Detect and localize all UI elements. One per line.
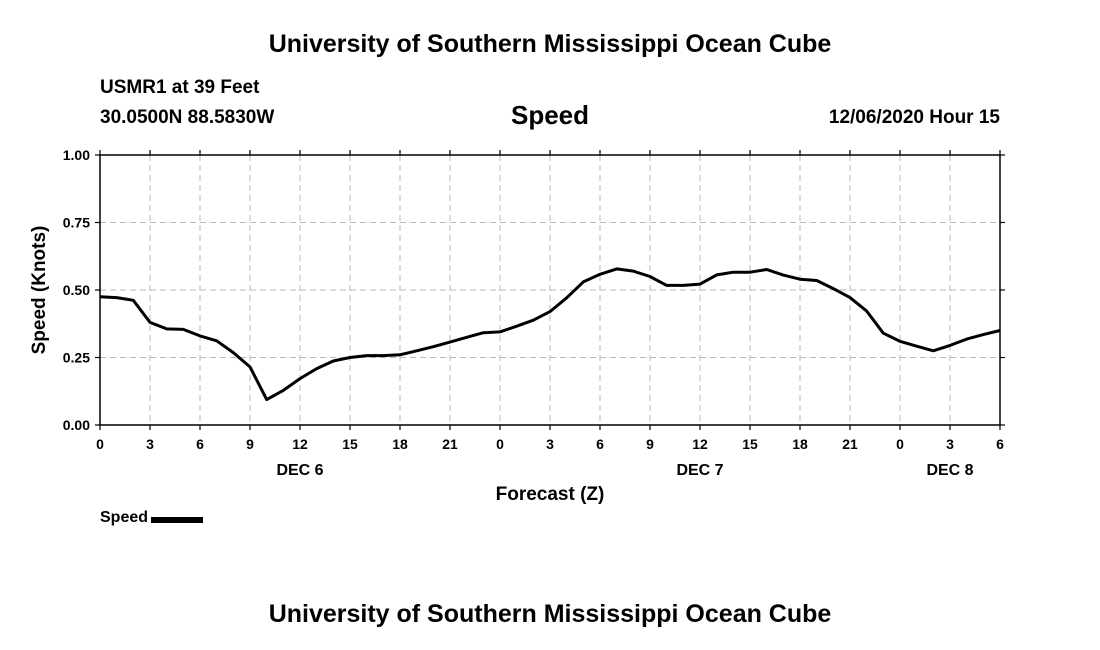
legend-label: Speed xyxy=(100,509,149,526)
y-tick-label: 1.00 xyxy=(63,147,90,163)
legend-swatch xyxy=(151,517,204,523)
x-tick-label: 6 xyxy=(196,436,204,452)
chart-grid xyxy=(100,155,1000,425)
x-tick-label: 0 xyxy=(896,436,904,452)
top-title: University of Southern Mississippi Ocean… xyxy=(268,30,832,58)
y-tick-label: 0.00 xyxy=(63,417,90,433)
bottom-title: University of Southern Mississippi Ocean… xyxy=(268,600,832,628)
x-tick-label: 12 xyxy=(292,436,308,452)
x-tick-label: 21 xyxy=(842,436,858,452)
x-axis-label: Forecast (Z) xyxy=(496,484,605,505)
run-time-label: 12/06/2020 Hour 15 xyxy=(828,107,1000,128)
axis-tick-labels: 0 3 6 9 12 15 18 21 0 3 6 9 12 15 18 21 0 3 6 0.00 0.25 0.50 0… xyxy=(63,147,1004,479)
day-label: DEC 8 xyxy=(926,462,973,479)
y-tick-label: 0.50 xyxy=(63,282,90,298)
x-tick-label: 6 xyxy=(596,436,604,452)
x-tick-label: 9 xyxy=(646,436,654,452)
x-tick-label: 3 xyxy=(546,436,554,452)
y-tick-label: 0.75 xyxy=(63,215,90,231)
axis-ticks xyxy=(95,150,1005,430)
x-tick-label: 15 xyxy=(342,436,358,452)
day-label: DEC 7 xyxy=(676,462,723,479)
x-tick-label: 18 xyxy=(392,436,408,452)
x-tick-label: 0 xyxy=(496,436,504,452)
legend: Speed xyxy=(100,509,204,527)
chart-title: Speed xyxy=(510,100,590,130)
x-tick-label: 6 xyxy=(996,436,1004,452)
x-tick-label: 9 xyxy=(246,436,254,452)
x-tick-label: 12 xyxy=(692,436,708,452)
y-axis-label: Speed (Knots) xyxy=(29,226,50,355)
x-tick-label: 15 xyxy=(742,436,758,452)
x-tick-label: 3 xyxy=(146,436,154,452)
day-label: DEC 6 xyxy=(276,462,323,479)
x-tick-label: 3 xyxy=(946,436,954,452)
coordinates-label: 30.0500N 88.5830W xyxy=(100,107,275,128)
y-tick-label: 0.25 xyxy=(63,350,90,366)
x-tick-label: 21 xyxy=(442,436,458,452)
station-label: USMR1 at 39 Feet xyxy=(100,77,260,98)
speed-series-line xyxy=(99,267,1001,402)
x-tick-label: 18 xyxy=(792,436,808,452)
x-tick-label: 0 xyxy=(96,436,104,452)
